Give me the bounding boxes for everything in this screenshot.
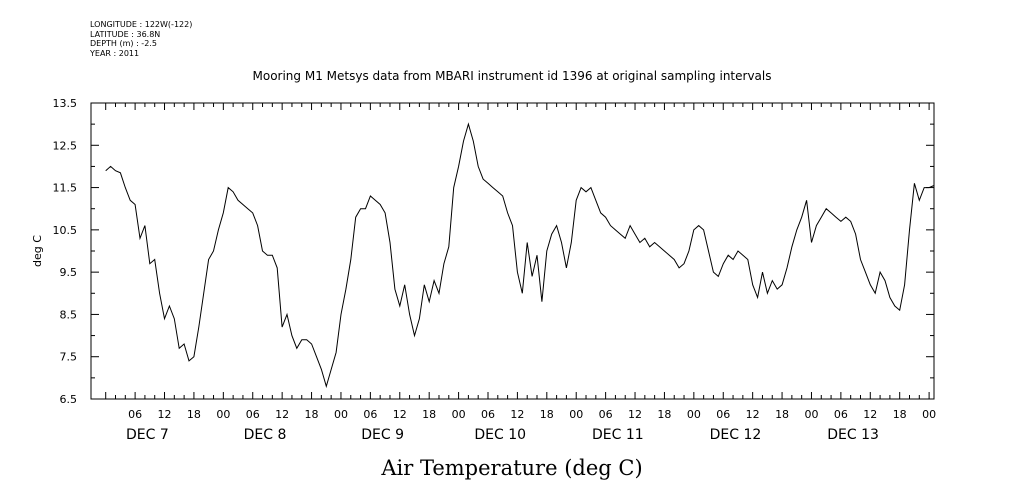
x-hour-label: 12 bbox=[275, 408, 289, 421]
x-hour-label: 00 bbox=[922, 408, 936, 421]
x-hour-label: 18 bbox=[305, 408, 319, 421]
x-axis-label: Air Temperature (deg C) bbox=[380, 456, 642, 480]
depth-text: DEPTH (m) : -2.5 bbox=[90, 39, 157, 48]
x-day-label: DEC 11 bbox=[592, 427, 644, 443]
x-hour-label: 06 bbox=[246, 408, 260, 421]
y-axis-label: deg C bbox=[31, 235, 44, 267]
mooring-metadata: LONGITUDE : 122W(-122) LATITUDE : 36.8N … bbox=[90, 20, 192, 58]
x-day-label: DEC 9 bbox=[361, 427, 404, 443]
y-tick-label: 10.5 bbox=[53, 224, 78, 237]
x-hour-label: 12 bbox=[158, 408, 172, 421]
y-tick-label: 8.5 bbox=[60, 308, 78, 321]
x-hour-label: 06 bbox=[363, 408, 377, 421]
y-tick-label: 13.5 bbox=[53, 97, 78, 110]
x-hour-label: 12 bbox=[393, 408, 407, 421]
latitude-text: LATITUDE : 36.8N bbox=[90, 29, 161, 39]
y-tick-label: 6.5 bbox=[60, 393, 78, 406]
x-hour-label: 12 bbox=[628, 408, 642, 421]
y-tick-label: 7.5 bbox=[60, 351, 78, 364]
x-hour-label: 12 bbox=[510, 408, 524, 421]
x-hour-label: 18 bbox=[775, 408, 789, 421]
y-tick-label: 9.5 bbox=[60, 266, 78, 279]
y-tick-label: 11.5 bbox=[53, 182, 78, 195]
x-hour-label: 06 bbox=[599, 408, 613, 421]
x-day-label: DEC 8 bbox=[244, 427, 287, 443]
year-text: YEAR : 2011 bbox=[90, 48, 140, 58]
x-day-label: DEC 7 bbox=[126, 427, 169, 443]
x-hour-label: 00 bbox=[687, 408, 701, 421]
series-line bbox=[105, 122, 935, 389]
x-hour-label: 06 bbox=[481, 408, 495, 421]
x-hour-label: 00 bbox=[452, 408, 466, 421]
plot-frame bbox=[90, 102, 935, 400]
x-hour-label: 00 bbox=[216, 408, 230, 421]
x-hour-label: 06 bbox=[716, 408, 730, 421]
y-tick-label: 12.5 bbox=[53, 139, 78, 152]
x-hour-label: 18 bbox=[893, 408, 907, 421]
x-hour-label: 18 bbox=[540, 408, 554, 421]
x-day-label: DEC 12 bbox=[710, 427, 762, 443]
x-hour-label: 18 bbox=[422, 408, 436, 421]
x-hour-label: 18 bbox=[657, 408, 671, 421]
chart-title: Mooring M1 Metsys data from MBARI instru… bbox=[253, 69, 772, 83]
x-day-label: DEC 13 bbox=[827, 427, 879, 443]
x-hour-label: 00 bbox=[804, 408, 818, 421]
x-hour-label: 18 bbox=[187, 408, 201, 421]
x-day-label: DEC 10 bbox=[474, 427, 526, 443]
longitude-text: LONGITUDE : 122W(-122) bbox=[90, 20, 193, 29]
x-hour-label: 00 bbox=[569, 408, 583, 421]
x-hour-label: 12 bbox=[863, 408, 877, 421]
y-axis: 6.5 7.5 8.5 9.5 10.5 11.5 12.5 13.5 bbox=[53, 97, 934, 406]
x-hour-label: 00 bbox=[334, 408, 348, 421]
x-hour-label: 06 bbox=[128, 408, 142, 421]
x-hour-label: 06 bbox=[834, 408, 848, 421]
x-hour-label: 12 bbox=[746, 408, 760, 421]
x-axis: 06 12 18 00 06 12 18 00 06 12 18 00 06 12 18 00 06 12 18 00… bbox=[105, 103, 936, 443]
